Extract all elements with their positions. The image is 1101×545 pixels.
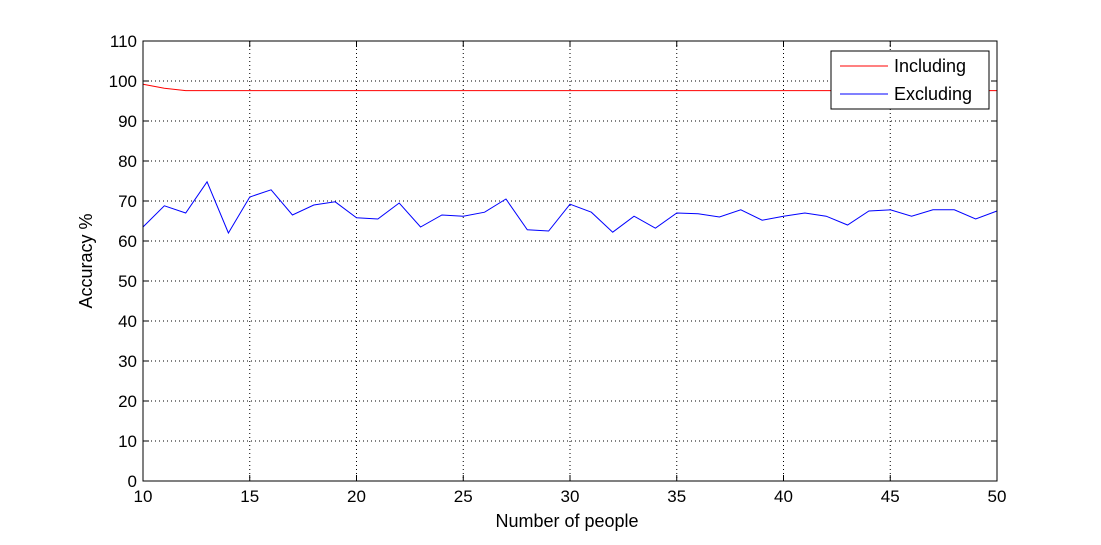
- x-tick-label-25: 25: [454, 487, 473, 506]
- y-tick-label-100: 100: [109, 72, 137, 91]
- y-tick-label-10: 10: [118, 432, 137, 451]
- grid-lines: [143, 41, 997, 481]
- legend-label-excluding: Excluding: [894, 84, 972, 104]
- x-tick-label-15: 15: [240, 487, 259, 506]
- y-tick-label-30: 30: [118, 352, 137, 371]
- y-tick-label-90: 90: [118, 112, 137, 131]
- x-tick-label-30: 30: [561, 487, 580, 506]
- legend-box: [830, 50, 990, 110]
- y-tick-label-80: 80: [118, 152, 137, 171]
- x-tick-label-40: 40: [774, 487, 793, 506]
- legend-label-including: Including: [894, 56, 966, 76]
- x-tick-label-20: 20: [347, 487, 366, 506]
- y-tick-label-20: 20: [118, 392, 137, 411]
- x-axis-title: Number of people: [495, 511, 638, 531]
- y-tick-label-40: 40: [118, 312, 137, 331]
- y-tick-label-60: 60: [118, 232, 137, 251]
- x-tick-label-35: 35: [667, 487, 686, 506]
- legend: Including Excluding: [830, 50, 990, 110]
- y-tick-label-70: 70: [118, 192, 137, 211]
- series-line-excluding: [142, 180, 998, 235]
- y-tick-label-50: 50: [118, 272, 137, 291]
- y-tick-label-0: 0: [128, 472, 137, 491]
- x-tick-label-10: 10: [134, 487, 153, 506]
- axis-ticks: [142, 40, 998, 482]
- x-tick-label-50: 50: [988, 487, 1007, 506]
- tick-labels: 10 15 20 25 30 35 40 45 500102030405060708090100…: [109, 32, 1007, 506]
- y-tick-label-110: 110: [110, 32, 137, 51]
- x-tick-label-45: 45: [881, 487, 900, 506]
- y-axis-title: Accuracy %: [76, 213, 96, 308]
